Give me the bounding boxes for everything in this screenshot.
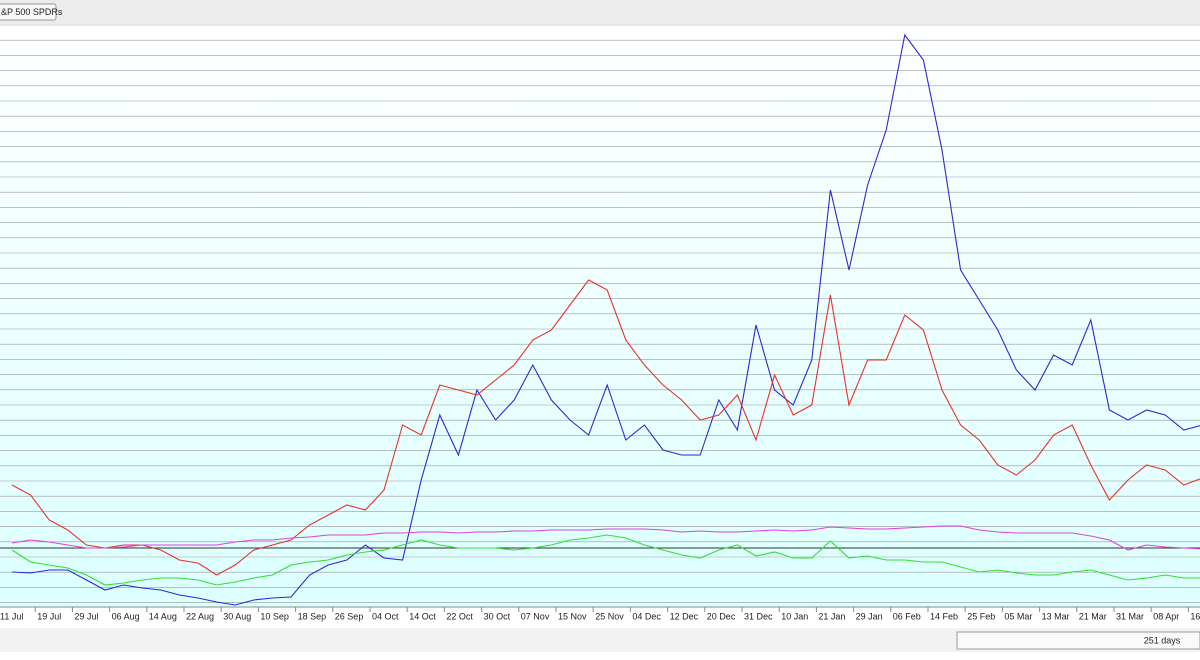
x-tick-label: 04 Dec [632, 611, 661, 621]
x-tick-label: 21 Mar [1079, 611, 1107, 621]
series-button-label: &P 500 SPDRs [1, 7, 63, 17]
x-tick-label: 08 Apr [1153, 611, 1179, 621]
x-tick-label: 21 Jan [818, 611, 845, 621]
x-tick-label: 15 Nov [558, 611, 587, 621]
x-tick-label: 29 Jul [74, 611, 98, 621]
x-tick-label: 05 Mar [1004, 611, 1032, 621]
x-tick-label: 31 Dec [744, 611, 773, 621]
x-tick-label: 14 Feb [930, 611, 958, 621]
x-tick-label: 12 Dec [670, 611, 699, 621]
x-tick-label: 29 Jan [856, 611, 883, 621]
x-tick-label: 14 Aug [149, 611, 177, 621]
x-tick-label: 22 Oct [446, 611, 473, 621]
x-tick-label: 07 Nov [521, 611, 550, 621]
scroll-thumb[interactable] [956, 631, 1200, 650]
x-tick-label: 10 Jan [781, 611, 808, 621]
x-tick-label: 26 Sep [335, 611, 364, 621]
series-line [11, 534, 1200, 586]
x-tick-label: 25 Feb [967, 611, 995, 621]
x-tick-label: 10 Sep [260, 611, 289, 621]
x-tick-label: 30 Oct [484, 611, 511, 621]
series-line [11, 279, 1200, 576]
x-tick-label: 30 Aug [223, 611, 251, 621]
plot-area [0, 24, 1200, 607]
x-tick-label: 13 Mar [1042, 611, 1070, 621]
x-tick-label: 06 Aug [112, 611, 140, 621]
x-tick-label: 11 Jul [0, 611, 23, 621]
x-tick-label: 31 Mar [1116, 611, 1144, 621]
toolbar [0, 0, 1200, 24]
range-label: 251 days [1144, 635, 1181, 645]
series-line [11, 33, 1200, 606]
series-line [11, 525, 1200, 551]
x-tick-label: 06 Feb [893, 611, 921, 621]
x-tick-label: 14 Oct [409, 611, 436, 621]
x-tick-label: 25 Nov [595, 611, 624, 621]
x-tick-label: 16 A [1190, 611, 1200, 621]
x-tick-label: 22 Aug [186, 611, 214, 621]
x-tick-label: 18 Sep [298, 611, 327, 621]
x-tick-label: 20 Dec [707, 611, 736, 621]
x-tick-label: 19 Jul [37, 611, 61, 621]
series-button[interactable] [0, 3, 57, 21]
x-tick-label: 04 Oct [372, 611, 399, 621]
